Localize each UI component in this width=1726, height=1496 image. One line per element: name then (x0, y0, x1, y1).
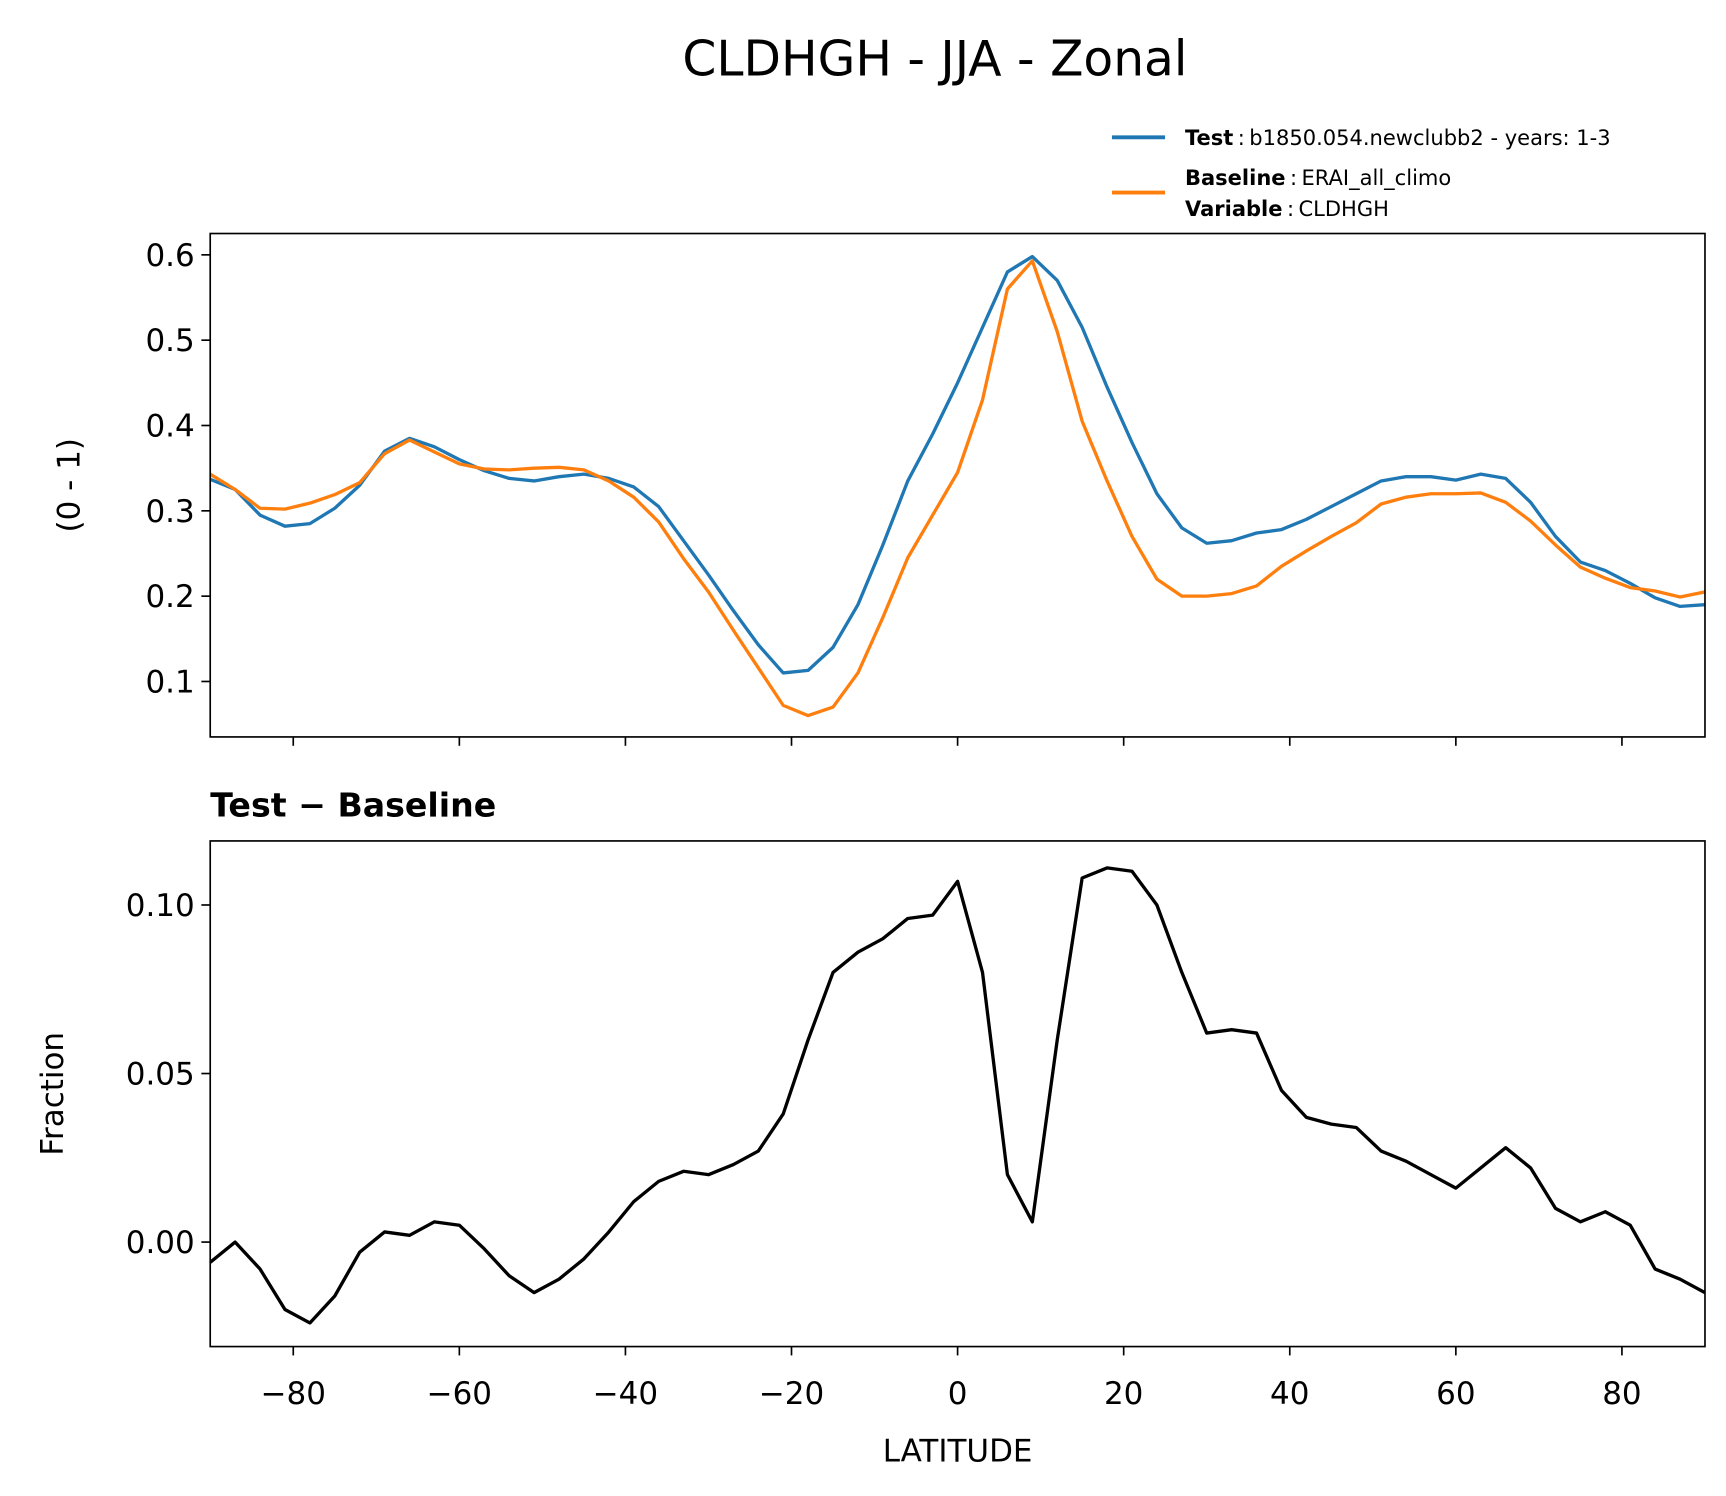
legend-separator: : (1290, 165, 1297, 190)
legend-separator: : (1238, 125, 1245, 150)
x-tick-label: 60 (1436, 1376, 1475, 1412)
y-tick-label: 0.05 (126, 1057, 195, 1093)
x-tick-label: −40 (593, 1376, 658, 1412)
legend-label: Variable: CLDHGH (1185, 196, 1389, 221)
y-tick-label: 0.3 (145, 494, 194, 530)
y-axis-label: (0 - 1) (52, 438, 88, 532)
legend-key: Variable (1185, 196, 1283, 221)
data-line (210, 866, 1705, 1325)
legend-value: ERAI_all_climo (1302, 165, 1452, 190)
y-tick-label: 0.1 (145, 665, 194, 701)
subplot-title: Test − Baseline (210, 786, 496, 825)
legend-label: Test: b1850.054.newclubb2 - years: 1-3 (1185, 125, 1611, 150)
figure-title: CLDHGH - JJA - Zonal (682, 31, 1187, 87)
y-axis-label: Fraction (35, 1032, 71, 1156)
legend-value: b1850.054.newclubb2 - years: 1-3 (1249, 125, 1610, 150)
axes-frame (209, 840, 1706, 1348)
y-tick-label: 0.10 (126, 888, 195, 924)
x-tick-label: −80 (261, 1376, 326, 1412)
x-axis-label: LATITUDE (883, 1434, 1033, 1470)
legend-key: Test (1185, 125, 1233, 150)
data-line (210, 259, 1705, 718)
legend-value: CLDHGH (1298, 196, 1388, 221)
x-tick-label: 40 (1270, 1376, 1309, 1412)
data-line (210, 254, 1705, 675)
y-tick-label: 0.5 (145, 323, 194, 359)
x-tick-label: 20 (1104, 1376, 1143, 1412)
y-tick-label: 0.6 (145, 238, 194, 274)
y-tick-label: 0.00 (126, 1225, 195, 1261)
x-tick-label: −20 (759, 1376, 824, 1412)
legend-separator: : (1287, 196, 1294, 221)
y-tick-label: 0.2 (145, 579, 194, 615)
axes-frame (209, 232, 1706, 738)
x-tick-label: 0 (948, 1376, 968, 1412)
y-tick-label: 0.4 (145, 409, 194, 445)
legend-label: Baseline: ERAI_all_climo (1185, 165, 1451, 190)
legend-key: Baseline (1185, 165, 1286, 190)
x-tick-label: −60 (427, 1376, 492, 1412)
x-tick-label: 80 (1602, 1376, 1641, 1412)
